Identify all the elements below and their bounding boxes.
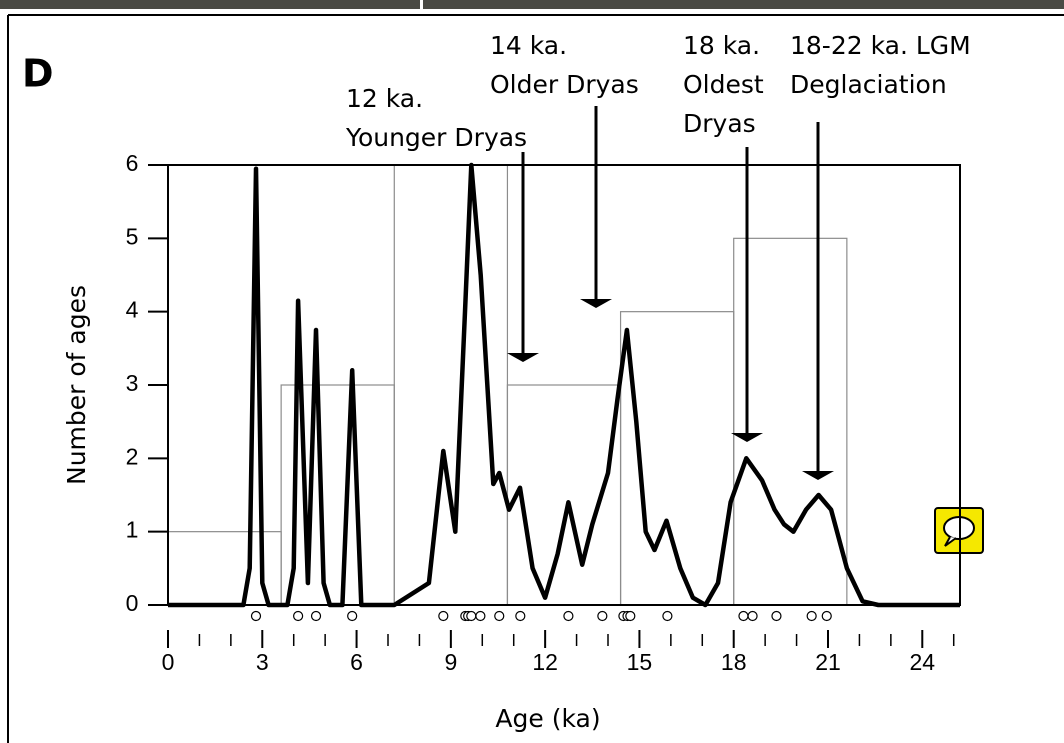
age-point: [293, 610, 304, 622]
probability-curve: [168, 162, 960, 608]
age-point: [494, 610, 505, 622]
age-point: [466, 610, 477, 622]
y-tick-label: 3: [126, 370, 139, 396]
x-tick-label: 6: [350, 649, 363, 675]
histogram-bar: [733, 237, 848, 606]
x-axis-label: Age (ka): [495, 704, 600, 733]
age-point: [515, 610, 526, 622]
x-tick-label: 12: [532, 649, 558, 675]
y-tick-label: 2: [126, 443, 139, 469]
x-tick-label: 15: [627, 649, 653, 675]
arrowhead: [802, 471, 834, 480]
age-point: [438, 610, 449, 622]
annotation-text: 18-22 ka. LGM: [790, 31, 971, 60]
age-point: [771, 610, 782, 622]
age-point: [475, 610, 486, 622]
x-tick-label: 0: [162, 649, 175, 675]
x-tick-label: 21: [815, 649, 841, 675]
y-axis-label: Number of ages: [62, 285, 91, 485]
y-tick-label: 4: [126, 297, 139, 323]
age-point: [625, 610, 636, 622]
age-point: [563, 610, 574, 622]
x-tick-label: 9: [444, 649, 457, 675]
arrowhead: [580, 299, 612, 308]
age-point: [821, 610, 832, 622]
annotation-text: Oldest: [683, 70, 764, 99]
y-tick-label: 5: [126, 223, 139, 249]
annotation-text: 18 ka.: [683, 31, 760, 60]
photo-strip: [0, 0, 1064, 9]
age-point: [250, 610, 262, 622]
annotation-text: Dryas: [683, 109, 756, 138]
arrowhead: [507, 353, 539, 362]
arrowhead: [731, 433, 763, 442]
annotation-text: 14 ka.: [490, 31, 567, 60]
age-point: [310, 610, 322, 622]
y-tick-label: 1: [126, 517, 139, 543]
annotation-text: 12 ka.: [346, 84, 423, 113]
annotation-text: Younger Dryas: [345, 123, 527, 152]
y-tick-label: 6: [126, 150, 139, 176]
y-tick-label: 0: [126, 590, 139, 616]
age-point: [347, 610, 358, 622]
x-tick-label: 24: [909, 649, 935, 675]
age-point: [597, 610, 608, 622]
age-point: [662, 610, 673, 622]
photo-divider: [420, 0, 423, 9]
panel-label: D: [22, 52, 54, 96]
age-point: [738, 610, 749, 622]
x-tick-label: 18: [721, 649, 747, 675]
histogram-bar: [393, 164, 509, 606]
annotation-text: Deglaciation: [790, 70, 947, 99]
age-point: [806, 610, 817, 622]
annotation-text: Older Dryas: [490, 70, 639, 99]
age-point: [747, 610, 758, 622]
x-tick-label: 3: [256, 649, 269, 675]
